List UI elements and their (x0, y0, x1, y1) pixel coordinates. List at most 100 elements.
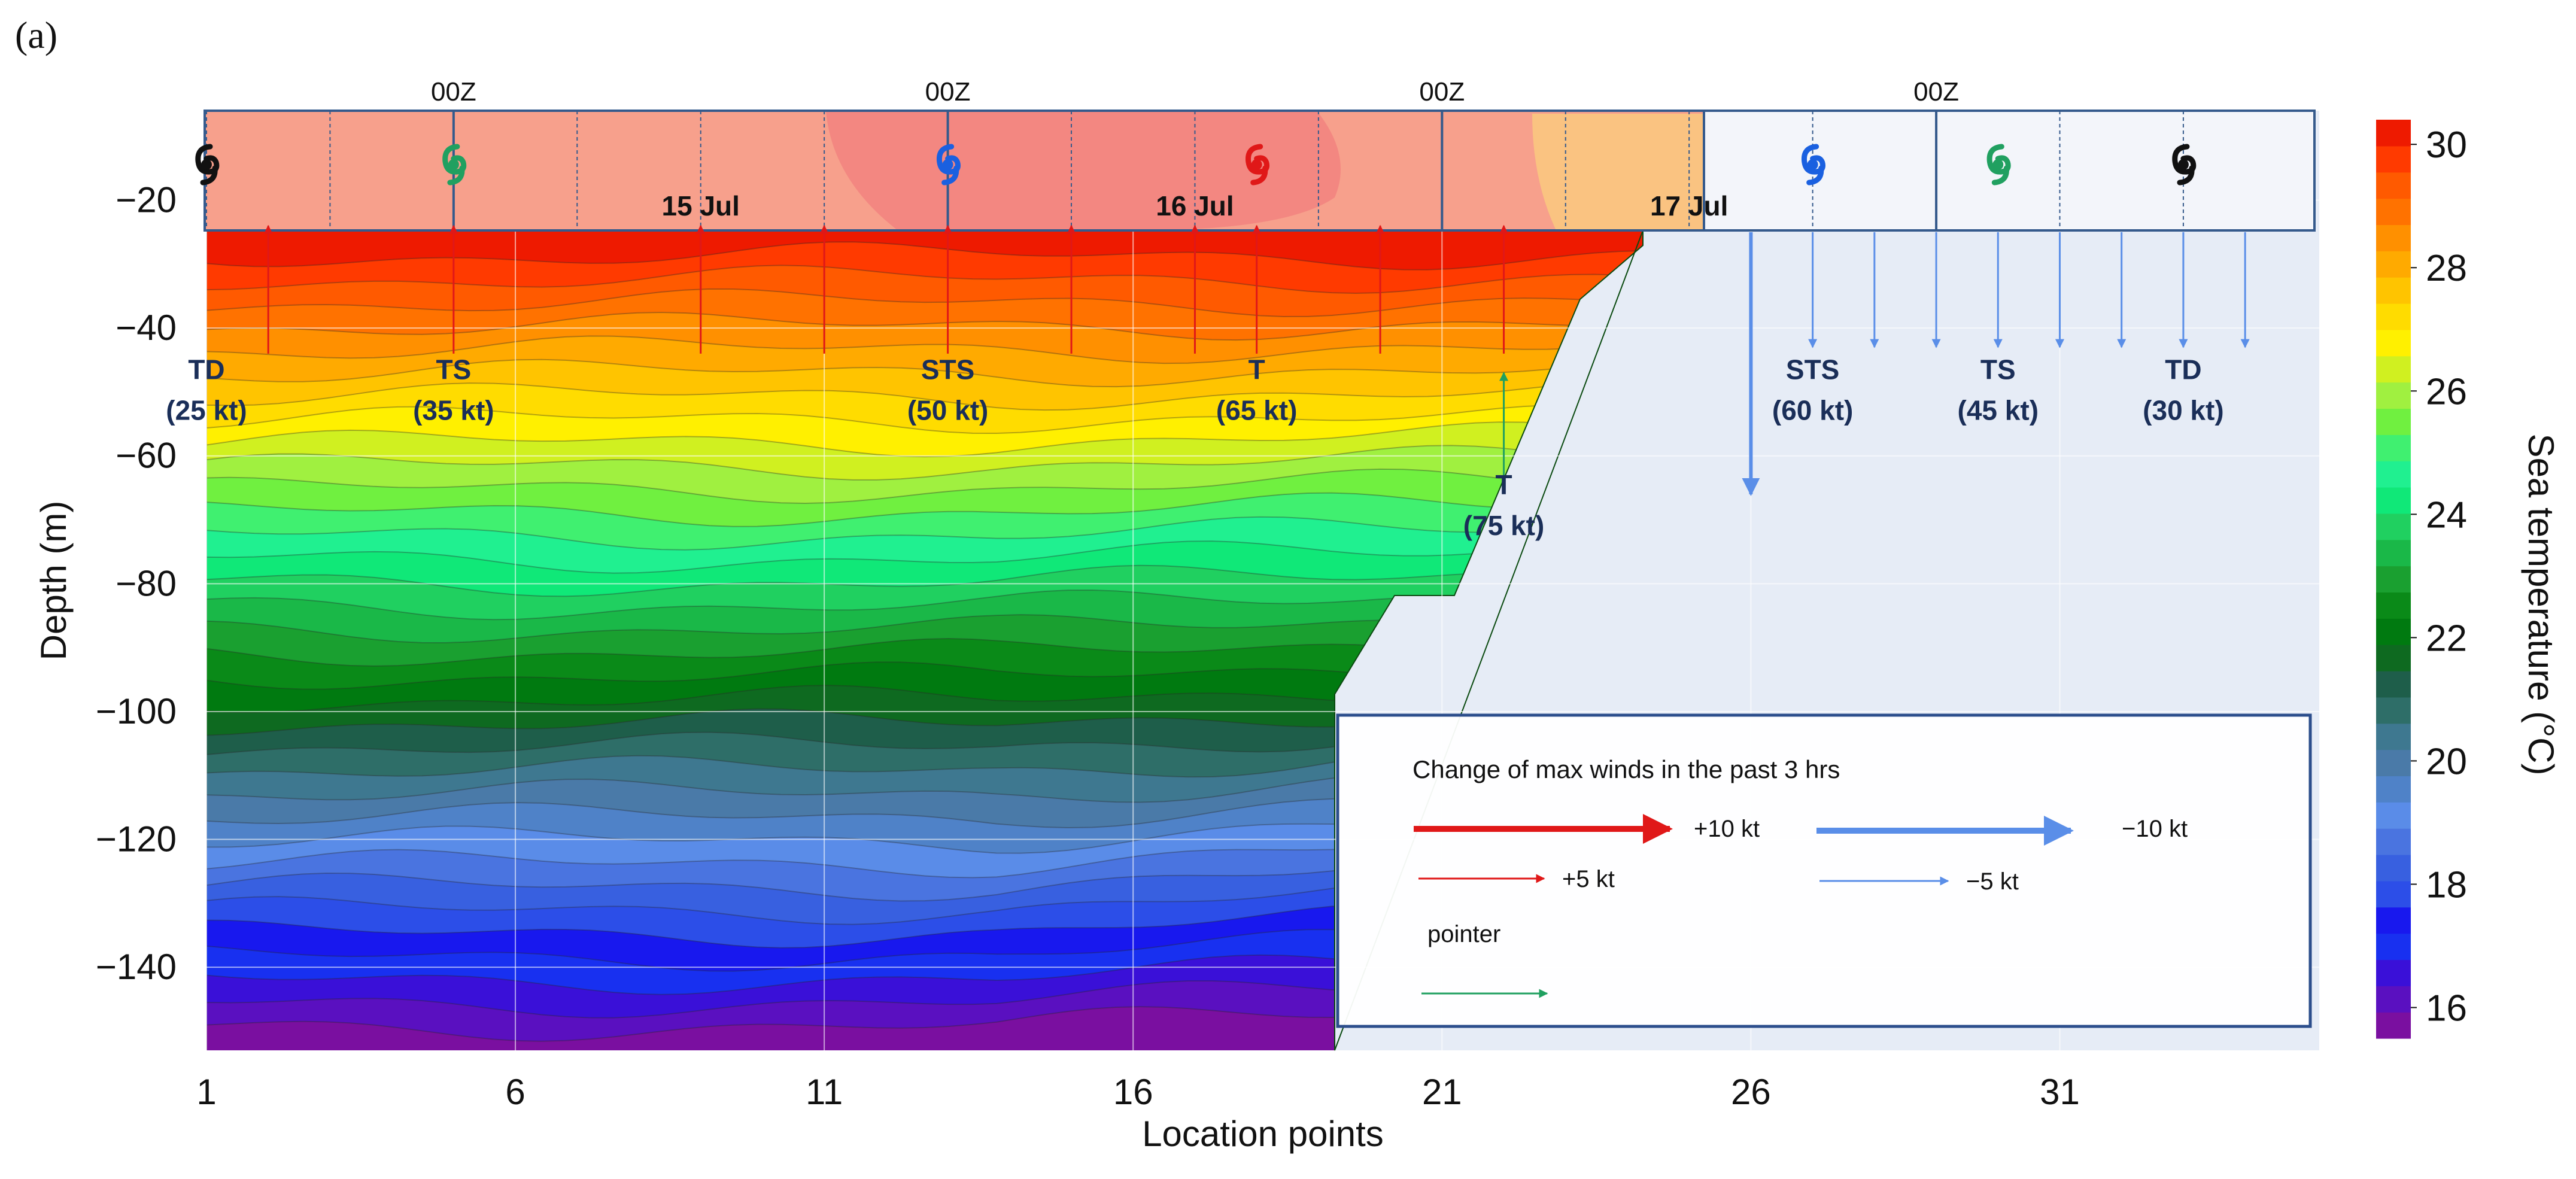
colorbar-swatch (2376, 776, 2411, 803)
tropical-cyclone-icon (1802, 144, 1825, 186)
colorbar-tick-label: 20 (2426, 741, 2467, 782)
storm-symbols (195, 144, 2197, 186)
y-tick-label: −40 (116, 308, 177, 348)
x-tick-label: 31 (2040, 1072, 2080, 1112)
cyclone-swirl-lower (1250, 165, 1268, 186)
colorbar-swatch (2376, 434, 2411, 461)
colorbar-swatch (2376, 251, 2411, 278)
colorbar-label: Sea temperature (°C) (2521, 434, 2561, 776)
date-markers: 15 Jul 16 Jul 17 Jul (662, 190, 1729, 221)
legend-label-minus10: −10 kt (2122, 816, 2188, 842)
x-tick-label: 21 (1422, 1072, 1462, 1112)
y-tick-label: −120 (96, 819, 177, 859)
colorbar-swatch (2376, 880, 2411, 908)
colorbar-tick-label: 22 (2426, 618, 2467, 659)
colorbar-swatch (2376, 828, 2411, 855)
colorbar-tick-label: 28 (2426, 248, 2467, 289)
cyclone-swirl-upper (936, 144, 961, 175)
cyclone-eye (942, 159, 953, 170)
intensity-wind: (30 kt) (2143, 395, 2223, 426)
colorbar-swatch (2376, 907, 2411, 934)
colorbar-swatch (2376, 723, 2411, 750)
colorbar-tick-label: 26 (2426, 371, 2467, 412)
ocean-boundary (1334, 230, 1644, 1051)
timeline-warm-blob (826, 111, 1341, 230)
colorbar-swatch (2376, 1012, 2411, 1039)
colorbar-swatch (2376, 487, 2411, 514)
tropical-cyclone-icon (442, 144, 467, 186)
y-tick-label: −140 (96, 947, 177, 987)
intensity-category: T (1495, 469, 1512, 500)
intensity-category: STS (921, 354, 974, 385)
colorbar-swatch (2376, 198, 2411, 226)
colorbar-swatch (2376, 355, 2411, 383)
y-tick-label: −60 (116, 436, 177, 476)
x-tick-label: 26 (1731, 1072, 1771, 1112)
cyclone-eye (201, 159, 212, 170)
legend-title: Change of max winds in the past 3 hrs (1412, 755, 1840, 783)
y-tick-label: −80 (116, 563, 177, 603)
intensity-category: TS (1980, 354, 2016, 385)
cyclone-swirl-lower (1806, 165, 1824, 186)
cyclone-eye (1251, 159, 1262, 170)
colorbar-swatch (2376, 645, 2411, 671)
x-tick-labels: 1 6 11 16 21 26 31 (196, 1072, 2080, 1112)
y-tick-labels: −20 −40 −60 −80 −100 −120 −140 (96, 180, 177, 987)
colorbar-tick-label: 24 (2426, 494, 2467, 536)
date-marker-label: 17 Jul (1650, 190, 1728, 221)
intensity-wind: (45 kt) (1958, 395, 2039, 426)
cyclone-eye (1807, 159, 1818, 170)
colorbar-swatch (2376, 172, 2411, 199)
intensity-wind: (50 kt) (907, 395, 988, 426)
legend: Change of max winds in the past 3 hrs +1… (1336, 713, 2312, 1028)
cyclone-eye (1992, 159, 2004, 170)
colorbar-swatch (2376, 539, 2411, 567)
y-tick-label: −20 (116, 180, 177, 220)
colorbar-swatch (2376, 303, 2411, 330)
tropical-cyclone-icon (936, 144, 961, 186)
colorbar: 16 18 20 22 24 26 28 30 (2376, 120, 2467, 1039)
x-tick-label: 11 (806, 1072, 843, 1112)
intensity-wind: (75 kt) (1463, 510, 1544, 541)
y-tick-label: −100 (96, 691, 177, 731)
colorbar-swatch (2376, 408, 2411, 435)
colorbar-swatch (2376, 933, 2411, 961)
cyclone-swirl-lower (941, 165, 959, 186)
tropical-cyclone-icon (1986, 144, 2011, 186)
wind-change-arrows (263, 224, 2250, 496)
tropical-cyclone-icon (2172, 144, 2197, 186)
tropical-cyclone-icon (195, 144, 220, 186)
colorbar-swatch (2376, 566, 2411, 593)
x-tick-label: 6 (505, 1072, 525, 1112)
colorbar-swatch (2376, 277, 2411, 304)
date-marker-label: 16 Jul (1156, 190, 1234, 221)
legend-label-plus5: +5 kt (1562, 866, 1615, 892)
intensity-category: TS (436, 354, 471, 385)
cyclone-swirl-lower (200, 165, 218, 186)
intensity-category: TD (188, 354, 224, 385)
cyclone-eye (448, 159, 459, 170)
legend-label-minus5: −5 kt (1966, 868, 2019, 895)
colorbar-swatch (2376, 749, 2411, 777)
cyclone-swirl-lower (2177, 165, 2195, 186)
contour-fill (206, 230, 1643, 1050)
x-tick-label: 1 (196, 1072, 216, 1112)
x-axis-label: Location points (1142, 1114, 1384, 1154)
time-marker-label: 00Z (1419, 77, 1465, 107)
colorbar-swatch (2376, 959, 2411, 986)
cyclone-swirl-lower (1991, 165, 2009, 186)
time-marker-label: 00Z (925, 77, 971, 107)
colorbar-swatch (2376, 618, 2411, 645)
colorbar-swatch (2376, 461, 2411, 488)
colorbar-swatch (2376, 145, 2411, 173)
intensity-category: T (1248, 354, 1265, 385)
colorbar-swatch (2376, 592, 2411, 619)
colorbar-swatch (2376, 986, 2411, 1013)
cyclone-swirl-upper (195, 144, 220, 175)
colorbar-swatch (2376, 120, 2411, 147)
colorbar-swatch (2376, 224, 2411, 251)
colorbar-swatch (2376, 329, 2411, 357)
intensity-wind: (65 kt) (1216, 395, 1297, 426)
intensity-category: STS (1786, 354, 1839, 385)
